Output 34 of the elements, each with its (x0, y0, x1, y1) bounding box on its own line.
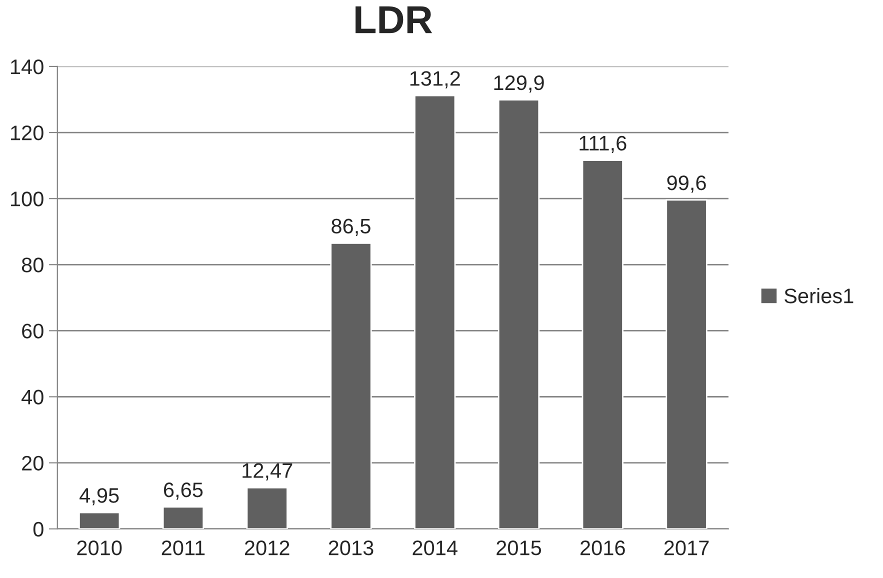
bar (162, 506, 204, 529)
y-tick-label: 120 (11, 126, 44, 140)
bar (246, 486, 288, 529)
data-label: 6,65 (164, 482, 203, 500)
data-label: 111,6 (580, 136, 626, 154)
bar (582, 160, 624, 529)
bar (78, 512, 120, 529)
y-tick-label: 100 (11, 192, 44, 206)
data-label: 86,5 (332, 218, 370, 236)
y-tick-label: 20 (22, 456, 44, 471)
x-tick-label: 2017 (664, 540, 709, 556)
bar (498, 99, 540, 529)
y-tick-label: 0 (33, 522, 44, 537)
y-tick-label: 60 (22, 324, 44, 338)
x-tick-label: 2015 (496, 540, 542, 556)
bar (330, 242, 372, 529)
x-tick-label: 2011 (162, 540, 205, 556)
data-label: 12,47 (242, 463, 292, 480)
x-tick-label: 2016 (580, 540, 625, 556)
legend-label: Series1 (784, 288, 854, 304)
bar (666, 199, 708, 529)
y-tick-label: 40 (22, 390, 44, 405)
bar (414, 94, 456, 529)
x-tick-label: 2013 (328, 540, 374, 556)
data-label: 131,2 (410, 71, 460, 88)
chart-title: LDR (356, 6, 432, 34)
data-label: 4,95 (80, 488, 119, 506)
data-label: 99,6 (667, 175, 706, 193)
y-tick-label: 80 (22, 258, 44, 272)
x-tick-label: 2014 (412, 540, 458, 556)
data-label: 129,9 (494, 75, 544, 93)
y-tick-label: 140 (11, 59, 44, 74)
x-tick-label: 2012 (244, 540, 290, 556)
x-tick-label: 2010 (77, 540, 122, 556)
